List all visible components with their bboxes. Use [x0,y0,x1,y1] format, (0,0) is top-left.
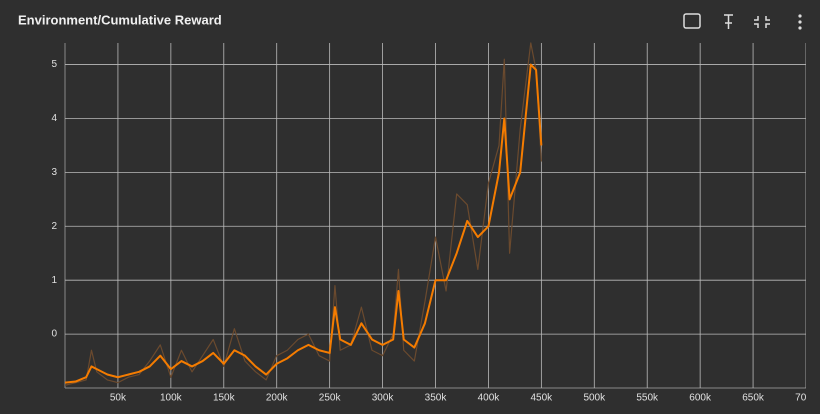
x-tick-label: 50k [110,393,127,404]
y-tick-label: 0 [51,329,57,340]
x-tick-label: 100k [160,393,183,404]
y-tick-label: 3 [51,167,57,178]
x-tick-label: 200k [266,393,289,404]
toolbar[interactable] [683,13,802,30]
menu-button[interactable] [798,14,802,30]
collapse-button[interactable] [754,16,770,28]
x-tick-label: 250k [319,393,342,404]
x-tick-label: 400k [478,393,501,404]
x-tick-label: 350k [425,393,448,404]
series-line [64,63,543,384]
pin-button[interactable] [724,14,733,29]
x-tick-label: 600k [689,393,712,404]
x-tick-label: 650k [742,393,765,404]
x-tick-label: 300k [372,393,395,404]
y-tick-label: 1 [51,275,57,286]
y-tick-label: 2 [51,221,57,232]
y-tick-label: 5 [51,59,57,70]
x-tick-label: 500k [583,393,606,404]
y-tick-label: 4 [51,113,57,124]
x-tick-label: 150k [213,393,236,404]
chart-title: Environment/Cumulative Reward [18,12,222,27]
x-tick-label: 700k [795,393,818,404]
fullscreen-button[interactable] [683,13,701,29]
x-tick-label: 550k [636,393,659,404]
x-tick-label: 450k [531,393,554,404]
